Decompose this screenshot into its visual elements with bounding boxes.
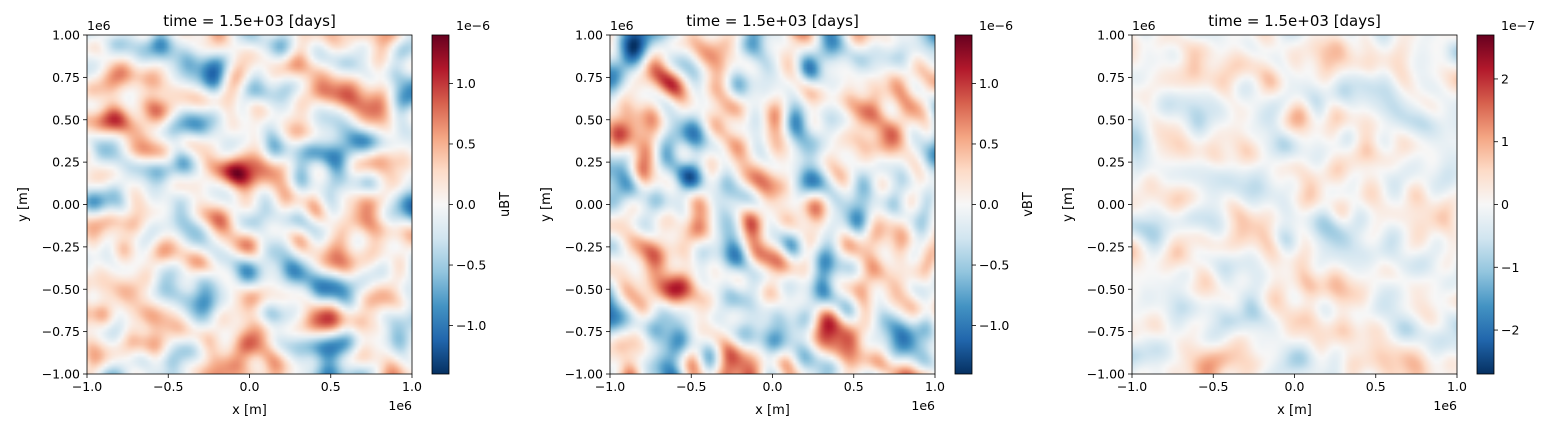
y-tick-label: 0.75 xyxy=(52,70,80,85)
colorbar-tick-label: −0.5 xyxy=(979,258,1009,273)
y-tick-label: −0.25 xyxy=(565,239,603,254)
y-offset-label: 1e6 xyxy=(1132,18,1156,33)
colorbar-tick-label: 2 xyxy=(1501,71,1509,86)
x-tick-label: −0.5 xyxy=(153,379,183,394)
colorbar-tick-label: 1.0 xyxy=(979,76,999,91)
y-offset-label: 1e6 xyxy=(87,18,111,33)
x-tick-label: 0.0 xyxy=(763,379,783,394)
colorbar-offset-label: 1e−6 xyxy=(979,18,1013,33)
y-tick-label: 0.50 xyxy=(575,112,603,127)
chart-title: time = 1.5e+03 [days] xyxy=(1208,12,1381,30)
colorbar-tick-label: −1.0 xyxy=(979,318,1009,333)
colorbar-label: vBT xyxy=(1021,192,1036,217)
y-tick-label: −0.25 xyxy=(1087,239,1125,254)
colorbar-tick-label: 0.0 xyxy=(456,197,476,212)
x-axis-label: x [m] xyxy=(1277,403,1312,418)
y-tick-label: 1.00 xyxy=(52,28,80,43)
y-tick-label: −0.75 xyxy=(565,324,603,339)
y-tick-label: 0.75 xyxy=(575,70,603,85)
colorbar-label: uBT xyxy=(498,192,513,217)
x-axis-label: x [m] xyxy=(755,403,790,418)
colorbar-tick-label: 0.5 xyxy=(979,136,999,151)
y-tick-label: −0.50 xyxy=(1087,282,1125,297)
y-axis-label: y [m] xyxy=(16,187,31,222)
y-tick-label: 0.25 xyxy=(1097,155,1125,170)
x-offset-label: 1e6 xyxy=(1433,398,1457,413)
panel-1: −1.0 −0.5 0.0 0.5 1.0 −1.00 −0.75 −0.50 −0.25 0.0… xyxy=(16,12,513,418)
colorbar xyxy=(954,34,973,375)
y-tick-label: 0.25 xyxy=(52,155,80,170)
y-tick-label: 0.25 xyxy=(575,155,603,170)
x-tick-label: −0.5 xyxy=(1198,379,1228,394)
y-tick-label: 1.00 xyxy=(575,28,603,43)
y-tick-label: 0.75 xyxy=(1097,70,1125,85)
y-tick-label: 1.00 xyxy=(1097,28,1125,43)
x-tick-label: 0.5 xyxy=(321,379,341,394)
colorbar-tick-label: 0 xyxy=(1501,197,1509,212)
y-tick-label: 0.00 xyxy=(575,197,603,212)
y-axis-label: y [m] xyxy=(539,187,554,222)
x-tick-label: 0.5 xyxy=(844,379,864,394)
y-tick-label: −0.50 xyxy=(565,282,603,297)
x-tick-label: −1.0 xyxy=(1117,379,1147,394)
chart-title: time = 1.5e+03 [days] xyxy=(686,12,859,30)
y-tick-label: 0.00 xyxy=(52,197,80,212)
panel-3: −1.0 −0.5 0.0 0.5 1.0 −1.00 −0.75 −0.50 −0.25 0.0… xyxy=(1061,12,1535,418)
chart-title: time = 1.5e+03 [days] xyxy=(163,12,336,30)
y-tick-label: −0.25 xyxy=(42,239,80,254)
x-axis-label: x [m] xyxy=(232,403,267,418)
colorbar-tick-label: −0.5 xyxy=(456,258,486,273)
x-tick-label: 1.0 xyxy=(402,379,422,394)
colorbar-tick-label: −1.0 xyxy=(456,318,486,333)
colorbar-tick-label: 1.0 xyxy=(456,76,476,91)
y-tick-label: −1.00 xyxy=(1087,367,1125,382)
x-tick-label: 0.0 xyxy=(1285,379,1305,394)
y-tick-label: −0.50 xyxy=(42,282,80,297)
colorbar-tick-label: 0.5 xyxy=(456,136,476,151)
y-tick-label: −0.75 xyxy=(1087,324,1125,339)
colorbar xyxy=(1476,34,1495,375)
x-tick-label: 1.0 xyxy=(925,379,945,394)
colorbar-tick-label: 1 xyxy=(1501,134,1509,149)
colorbar-tick-label: −1 xyxy=(1501,260,1519,275)
y-tick-label: −1.00 xyxy=(42,367,80,382)
colorbar-tick-label: 0.0 xyxy=(979,197,999,212)
y-offset-label: 1e6 xyxy=(610,18,634,33)
x-offset-label: 1e6 xyxy=(388,398,412,413)
x-offset-label: 1e6 xyxy=(911,398,935,413)
heatmap-image xyxy=(1132,35,1457,374)
x-tick-label: −1.0 xyxy=(72,379,102,394)
y-tick-label: −0.75 xyxy=(42,324,80,339)
y-axis-label: y [m] xyxy=(1061,187,1076,222)
x-tick-label: 0.0 xyxy=(240,379,260,394)
colorbar-offset-label: 1e−6 xyxy=(456,18,490,33)
x-tick-label: −1.0 xyxy=(595,379,625,394)
colorbar xyxy=(431,34,450,375)
heatmap-image xyxy=(87,35,412,374)
y-tick-label: 0.00 xyxy=(1097,197,1125,212)
panel-2: −1.0 −0.5 0.0 0.5 1.0 −1.00 −0.75 −0.50 −0.25 0.0… xyxy=(539,12,1036,418)
y-tick-label: −1.00 xyxy=(565,367,603,382)
x-tick-label: 0.5 xyxy=(1366,379,1386,394)
heatmap-image xyxy=(610,35,935,374)
y-tick-label: 0.50 xyxy=(1097,112,1125,127)
x-tick-label: −0.5 xyxy=(676,379,706,394)
colorbar-tick-label: −2 xyxy=(1501,323,1519,338)
y-tick-label: 0.50 xyxy=(52,112,80,127)
colorbar-offset-label: 1e−7 xyxy=(1501,18,1535,33)
x-tick-label: 1.0 xyxy=(1447,379,1467,394)
